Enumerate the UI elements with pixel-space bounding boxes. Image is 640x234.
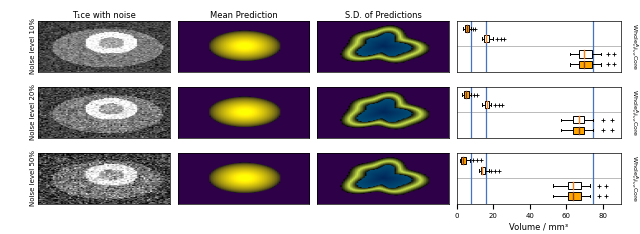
Bar — [573, 116, 584, 124]
X-axis label: Volume / mm³: Volume / mm³ — [509, 222, 568, 231]
Bar — [465, 25, 468, 32]
Title: Mean Prediction: Mean Prediction — [209, 11, 277, 20]
Y-axis label: Whole$^{A}_{ct}$i$_{ve}$Core: Whole$^{A}_{ct}$i$_{ve}$Core — [629, 154, 640, 202]
Y-axis label: Noise level 20%: Noise level 20% — [29, 84, 36, 140]
Y-axis label: Noise level 10%: Noise level 10% — [29, 18, 36, 74]
Bar — [464, 91, 468, 98]
Bar — [579, 61, 591, 68]
Bar — [573, 127, 584, 134]
Bar — [461, 157, 466, 164]
Bar — [579, 51, 591, 58]
Bar — [485, 101, 489, 108]
Y-axis label: Whole$^{A}_{ct}$i$_{ve}$Core: Whole$^{A}_{ct}$i$_{ve}$Core — [629, 89, 640, 136]
Bar — [568, 192, 580, 200]
Title: T₁ce with noise: T₁ce with noise — [72, 11, 136, 20]
Bar — [481, 167, 485, 174]
Y-axis label: Whole$^{A}_{ct}$i$_{ve}$Core: Whole$^{A}_{ct}$i$_{ve}$Core — [629, 23, 640, 70]
Title: S.D. of Predictions: S.D. of Predictions — [344, 11, 421, 20]
Y-axis label: Noise level 50%: Noise level 50% — [29, 150, 36, 206]
Bar — [484, 35, 489, 42]
Bar — [568, 182, 580, 189]
